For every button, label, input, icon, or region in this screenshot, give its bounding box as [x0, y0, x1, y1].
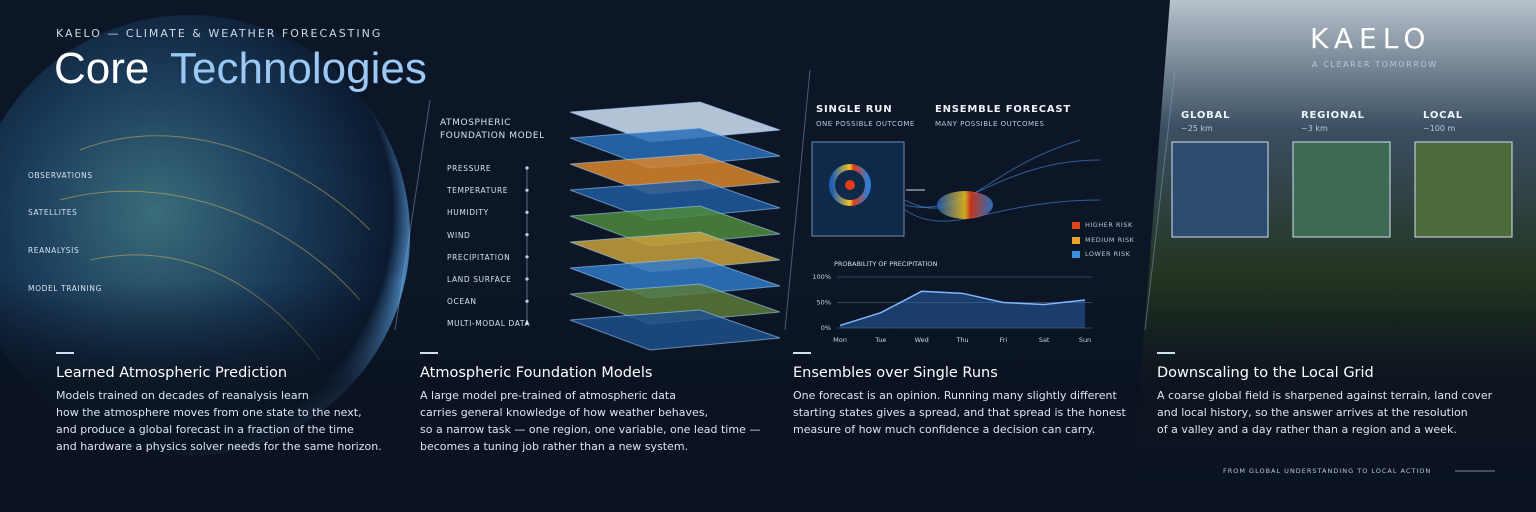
body-line: and local history, so the answer arrives…: [1157, 406, 1468, 419]
legend-entry: HIGHER RISK: [1085, 221, 1133, 229]
layer-label: MULTI-MODAL DATA: [447, 319, 531, 329]
heading: ENSEMBLE FORECAST: [935, 104, 1072, 115]
dash: [1157, 352, 1175, 354]
footer: FROM GLOBAL UNDERSTANDING TO LOCAL ACTIO…: [1223, 467, 1432, 475]
body-line: of a valley and a day rather than a regi…: [1157, 423, 1457, 436]
layer: [569, 101, 781, 143]
body-line: how the atmosphere moves from one state …: [56, 406, 362, 419]
x-tick-label: Fri: [999, 336, 1007, 344]
resolution: ~3 km: [1301, 124, 1328, 133]
body-line: A coarse global field is sharpened again…: [1157, 389, 1493, 402]
body-line: becomes a tuning job rather than a new s…: [420, 440, 689, 453]
title: Core: [54, 44, 150, 93]
body-line: measure of how much confidence a decisio…: [793, 423, 1096, 436]
brand: KAELO: [1310, 22, 1432, 55]
label: MODEL TRAINING: [28, 284, 102, 293]
body-line: and hardware a physics solver needs for …: [56, 440, 382, 453]
y-tick-label: 0%: [821, 324, 831, 332]
dash: [793, 352, 811, 354]
layer-label: LAND SURFACE: [447, 275, 512, 284]
body-line: carries general knowledge of how weather…: [420, 406, 708, 419]
subheading: ONE POSSIBLE OUTCOME: [816, 120, 915, 128]
x-tick-label: Thu: [955, 336, 968, 344]
tagline: A CLEARER TOMORROW: [1312, 60, 1438, 69]
heading: LOCAL: [1423, 110, 1463, 121]
legend-entry: LOWER RISK: [1085, 250, 1131, 258]
x-tick-label: Tue: [874, 336, 886, 344]
layer-dot: [525, 321, 529, 325]
panel-title: Atmospheric Foundation Models: [420, 365, 653, 381]
label: OBSERVATIONS: [28, 171, 93, 180]
x-tick-label: Mon: [833, 336, 847, 344]
line: [839, 290, 1086, 327]
body-line: starting states gives a spread, and that…: [793, 406, 1126, 419]
layer: [569, 179, 781, 221]
layer: [569, 153, 781, 195]
layer-label: PRECIPITATION: [447, 252, 511, 262]
layer-label: HUMIDITY: [447, 208, 489, 218]
subheading: MANY POSSIBLE OUTCOMES: [935, 120, 1045, 128]
heading: REGIONAL: [1301, 110, 1365, 121]
body-line: Models trained on decades of reanalysis …: [56, 389, 309, 402]
area: [840, 291, 1085, 328]
panel-title: Ensembles over Single Runs: [793, 365, 998, 381]
title-accent: Technologies: [170, 44, 427, 93]
layer: [569, 231, 781, 273]
y-tick-label: 50%: [817, 299, 831, 307]
label: SATELLITES: [28, 208, 78, 217]
x-tick-label: Sat: [1039, 336, 1050, 344]
chart-title: PROBABILITY OF PRECIPITATION: [834, 260, 938, 268]
label: REANALYSIS: [28, 246, 80, 255]
layer-label: PRESSURE: [447, 164, 492, 173]
layer: [569, 283, 781, 325]
kicker: KAELO — CLIMATE & WEATHER FORECASTING: [56, 27, 383, 40]
layer: [569, 205, 781, 247]
panel-title: Downscaling to the Local Grid: [1157, 365, 1374, 381]
heading: ATMOSPHERIC: [440, 118, 512, 128]
heading: GLOBAL: [1181, 110, 1231, 121]
layer-label: WIND: [447, 230, 471, 240]
dash: [56, 352, 74, 354]
layer-label: TEMPERATURE: [447, 186, 509, 196]
x-tick-label: Wed: [915, 336, 929, 344]
y-tick-label: 100%: [812, 273, 831, 281]
heading: SINGLE RUN: [816, 104, 893, 115]
resolution: ~100 m: [1423, 124, 1456, 133]
layer: [569, 309, 781, 351]
layer: [569, 257, 781, 299]
dash: [420, 352, 438, 354]
heading: FOUNDATION MODEL: [440, 131, 545, 141]
panel-title: Learned Atmospheric Prediction: [56, 365, 288, 381]
layer: [569, 127, 781, 169]
legend-entry: MEDIUM RISK: [1085, 236, 1135, 244]
body-line: so a narrow task — one region, one varia…: [420, 423, 761, 436]
body-line: A large model pre-trained of atmospheric…: [420, 389, 676, 402]
layer-label: OCEAN: [447, 297, 477, 307]
resolution: ~25 km: [1181, 124, 1213, 133]
body-line: One forecast is an opinion. Running many…: [793, 389, 1117, 402]
body-line: and produce a global forecast in a fract…: [56, 423, 354, 436]
x-tick-label: Sun: [1079, 336, 1091, 344]
